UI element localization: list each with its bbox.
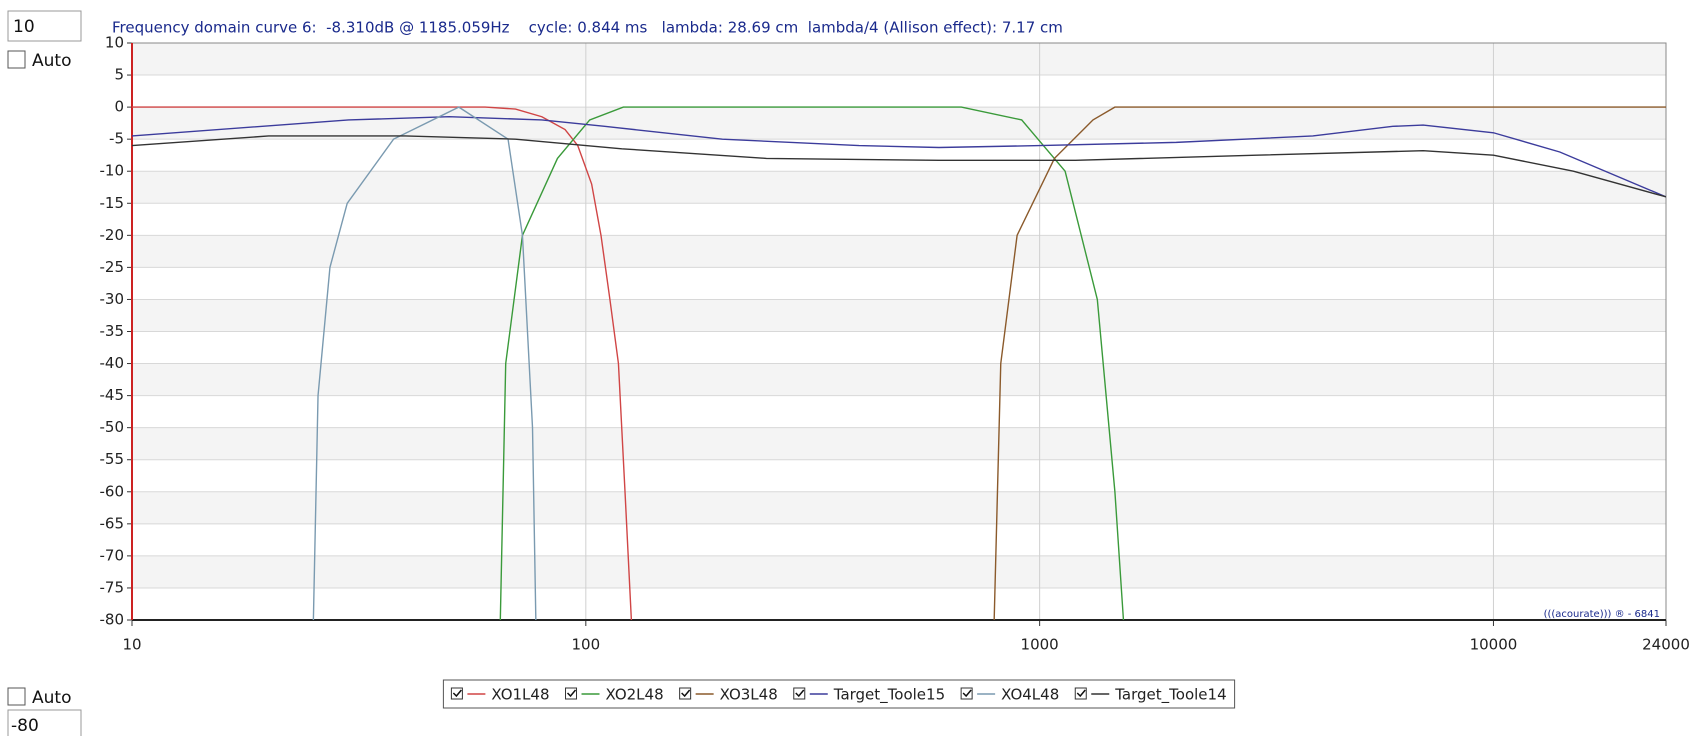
y-max-value: 10: [13, 17, 35, 37]
curve: [499, 106, 1125, 620]
watermark: (((acourate))) ® - 6841: [1544, 609, 1660, 620]
y-max-input[interactable]: [7, 10, 82, 42]
y-tick-label: -25: [100, 258, 125, 276]
curve: [132, 135, 1666, 198]
checkmark: [795, 689, 805, 698]
legend-label: XO3L48: [720, 686, 778, 704]
y-tick-label: -10: [100, 162, 125, 180]
x-tick-label: 10: [122, 636, 141, 654]
y-min-input[interactable]: [7, 709, 82, 736]
grid-band: [132, 459, 1666, 492]
auto-label-bottom: Auto: [32, 688, 71, 708]
y-tick-label: -35: [100, 322, 125, 340]
x-tick-label: 100: [571, 636, 600, 654]
legend-label: XO4L48: [1001, 686, 1059, 704]
grid-band: [132, 203, 1666, 236]
grid-band: [132, 587, 1666, 620]
grid-band: [132, 235, 1666, 268]
checkmark: [566, 689, 577, 698]
x-tick-label: 1000: [1021, 636, 1059, 654]
y-tick-label: -45: [100, 386, 125, 404]
curve-info: Frequency domain curve 6: -8.310dB @ 118…: [112, 19, 1063, 37]
curve: [132, 116, 1666, 198]
y-tick-label: 5: [114, 66, 124, 84]
grid-band: [132, 523, 1666, 556]
y-tick-label: 0: [114, 98, 124, 116]
legend-checkbox[interactable]: [565, 687, 578, 700]
grid-band: [132, 139, 1666, 172]
curve: [132, 106, 633, 620]
auto-checkbox-top[interactable]: [7, 50, 26, 69]
legend-checkbox[interactable]: [793, 687, 806, 700]
curve: [993, 106, 1666, 620]
x-tick-label: 10000: [1470, 636, 1518, 654]
grid-band: [132, 171, 1666, 204]
y-tick-label: -55: [100, 450, 125, 468]
y-tick-label: -15: [100, 194, 125, 212]
legend-item[interactable]: Target_Toole14: [1074, 686, 1227, 705]
legend-label: Target_Toole14: [1114, 686, 1226, 705]
y-tick-label: -70: [100, 546, 125, 564]
auto-checkbox-bottom[interactable]: [7, 687, 26, 706]
y-tick-label: -65: [100, 514, 125, 532]
legend-item[interactable]: Target_Toole15: [793, 686, 945, 705]
grid-band: [132, 107, 1666, 140]
grid-band: [132, 43, 1666, 76]
legend-label: Target_Toole15: [833, 686, 945, 705]
grid-band: [132, 267, 1666, 300]
curve: [312, 106, 537, 620]
grid-band: [132, 75, 1666, 108]
legend-item[interactable]: XO1L48: [450, 686, 550, 704]
y-tick-label: -5: [109, 130, 124, 148]
checkmark: [962, 689, 972, 698]
grid-band: [132, 427, 1666, 460]
auto-label-top: Auto: [32, 51, 71, 71]
legend-checkbox[interactable]: [679, 687, 692, 700]
legend-checkbox[interactable]: [1074, 687, 1087, 700]
grid-band: [132, 491, 1666, 524]
checkmark: [681, 689, 691, 698]
legend-checkbox[interactable]: [450, 687, 463, 700]
plot: 10 5 0 -5 -10 -15 -20 -25 -30 -35 -40 -45 -50 -55 -60 -…: [100, 34, 1690, 654]
y-tick-label: 10: [105, 34, 124, 52]
y-tick-label: -30: [100, 290, 125, 308]
grid-band: [132, 363, 1666, 396]
y-tick-label: -80: [100, 611, 125, 629]
y-tick-label: -50: [100, 418, 125, 436]
legend-checkbox[interactable]: [960, 687, 973, 700]
legend: XO1L48 XO2L48 XO3L48 Target_Toole15 XO4L48 Ta…: [442, 679, 1236, 709]
y-tick-label: -60: [100, 482, 125, 500]
legend-item[interactable]: XO4L48: [960, 686, 1059, 704]
legend-label: XO1L48: [491, 686, 549, 704]
y-tick-label: -40: [100, 354, 125, 372]
y-min-value: -80: [11, 716, 39, 736]
grid-band: [132, 331, 1666, 364]
grid-band: [132, 555, 1666, 588]
y-tick-label: -75: [100, 578, 125, 596]
checkmark: [1076, 689, 1086, 698]
checkmark: [452, 689, 462, 698]
grid-band: [132, 299, 1666, 332]
legend-item[interactable]: XO2L48: [565, 686, 664, 704]
legend-item[interactable]: XO3L48: [679, 686, 778, 704]
x-tick-label: 24000: [1642, 636, 1690, 654]
grid-band: [132, 395, 1666, 428]
legend-label: XO2L48: [606, 686, 664, 704]
y-tick-label: -20: [100, 226, 125, 244]
